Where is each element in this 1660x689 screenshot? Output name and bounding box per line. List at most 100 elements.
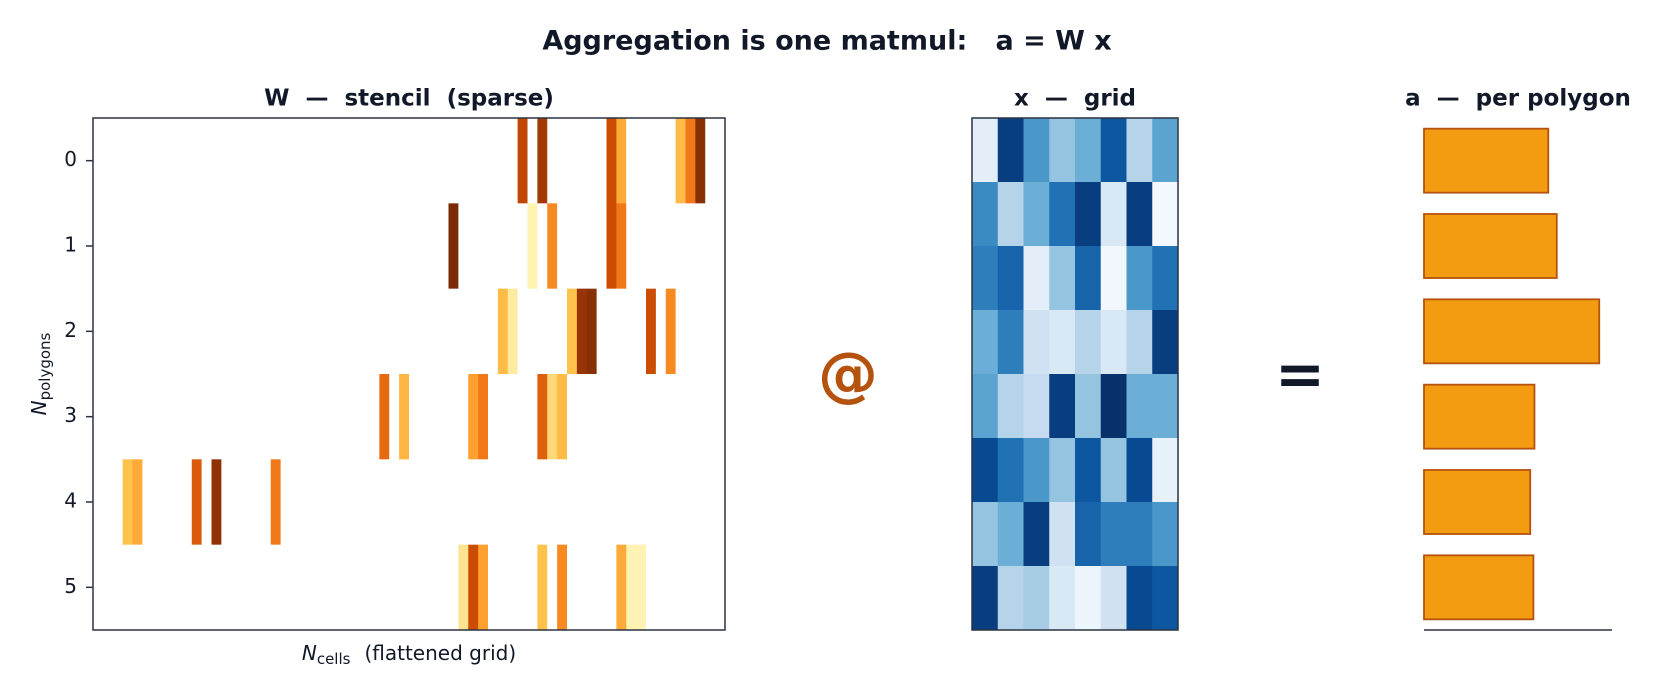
heatmap-cell	[93, 374, 104, 460]
heatmap-cell	[112, 288, 124, 375]
heatmap-cell	[497, 118, 509, 204]
heatmap-cell	[152, 118, 163, 204]
heatmap-cell	[310, 118, 321, 204]
heatmap-cell	[507, 118, 519, 204]
heatmap-cell	[596, 544, 607, 631]
heatmap-cell	[497, 288, 509, 375]
heatmap-cell	[972, 246, 999, 311]
heatmap-cell	[142, 544, 153, 631]
heatmap-cell	[1049, 182, 1076, 247]
heatmap-cell	[369, 118, 380, 204]
heatmap-cell	[636, 459, 647, 546]
heatmap-cell	[191, 203, 203, 290]
bar	[1423, 554, 1535, 621]
heatmap-cell	[231, 288, 242, 375]
heatmap-cell	[241, 544, 252, 631]
heatmap-cell	[251, 459, 262, 546]
heatmap-cell	[132, 203, 143, 290]
heatmap-cell	[547, 544, 558, 631]
heatmap-cell	[1023, 502, 1050, 567]
y-tick-label: 3	[64, 403, 77, 427]
heatmap-cell	[488, 544, 499, 631]
heatmap-cell	[290, 203, 301, 290]
heatmap-cell	[438, 203, 449, 290]
heatmap-cell	[132, 288, 143, 375]
heatmap-cell	[418, 118, 430, 204]
heatmap-cell	[497, 203, 509, 290]
heatmap-cell	[231, 544, 242, 631]
heatmap-cell	[646, 288, 657, 375]
heatmap-cell	[646, 459, 657, 546]
y-tick-label: 4	[64, 489, 77, 513]
heatmap-cell	[191, 118, 203, 204]
heatmap-cell	[369, 459, 380, 546]
heatmap-cell	[152, 374, 163, 460]
heatmap-cell	[715, 374, 726, 460]
heatmap-cell	[409, 544, 420, 631]
heatmap-cell	[478, 118, 489, 204]
heatmap-cell	[636, 203, 647, 290]
heatmap-cell	[379, 459, 390, 546]
heatmap-cell	[596, 203, 607, 290]
heatmap-cell	[221, 118, 232, 204]
heatmap-cell	[675, 288, 686, 375]
heatmap-cell	[458, 544, 469, 631]
heatmap-cell	[389, 118, 400, 204]
heatmap-cell	[290, 544, 301, 631]
heatmap-cell	[438, 459, 449, 546]
heatmap-cell	[596, 288, 607, 375]
heatmap-cell	[349, 459, 361, 546]
heatmap-cell	[655, 203, 667, 290]
heatmap-cell	[300, 374, 311, 460]
heatmap-cell	[576, 118, 588, 204]
x-label-sub: cells	[317, 650, 351, 668]
heatmap-cell	[201, 118, 212, 204]
heatmap-cell	[695, 118, 706, 204]
heatmap-cell	[1152, 310, 1179, 375]
y-tick-label: 2	[64, 318, 77, 342]
heatmap-cell	[468, 118, 479, 204]
heatmap-cell	[320, 374, 331, 460]
panel-title: x — grid	[1014, 86, 1136, 112]
heatmap-cell	[221, 203, 232, 290]
heatmap-cell	[231, 459, 242, 546]
heatmap-cell	[399, 288, 410, 375]
heatmap-cell	[705, 203, 716, 290]
heatmap-cell	[507, 374, 519, 460]
heatmap-cell	[399, 544, 410, 631]
heatmap-cell	[1152, 246, 1179, 311]
heatmap-cell	[695, 374, 706, 460]
heatmap-cell	[201, 544, 212, 631]
heatmap-cell	[181, 203, 193, 290]
heatmap-cell	[349, 118, 361, 204]
heatmap-cell	[102, 118, 114, 204]
bar	[1423, 383, 1536, 450]
heatmap-cell	[626, 374, 637, 460]
heatmap-cell	[339, 374, 351, 460]
heatmap-cell	[172, 374, 183, 460]
heatmap-cell	[557, 544, 568, 631]
heatmap-cell	[102, 544, 114, 631]
heatmap-cell	[290, 459, 301, 546]
heatmap-cell	[507, 459, 519, 546]
heatmap-cell	[1075, 374, 1102, 439]
heatmap-cell	[646, 203, 657, 290]
heatmap-cell	[162, 459, 173, 546]
heatmap-cell	[320, 544, 331, 631]
heatmap-cell	[557, 118, 568, 204]
heatmap-cell	[438, 288, 449, 375]
heatmap-cell	[567, 203, 578, 290]
heatmap-cell	[221, 544, 232, 631]
heatmap-cell	[997, 438, 1024, 503]
heatmap-cell	[497, 459, 509, 546]
heatmap-cell	[221, 374, 232, 460]
heatmap-cell	[132, 544, 143, 631]
heatmap-cell	[418, 374, 430, 460]
heatmap-cell	[1100, 118, 1127, 183]
heatmap-cell	[389, 459, 400, 546]
heatmap-cell	[715, 288, 726, 375]
heatmap-cell	[1126, 246, 1153, 311]
heatmap-cell	[231, 118, 242, 204]
heatmap-cell	[270, 544, 282, 631]
heatmap-cell	[1049, 566, 1076, 631]
